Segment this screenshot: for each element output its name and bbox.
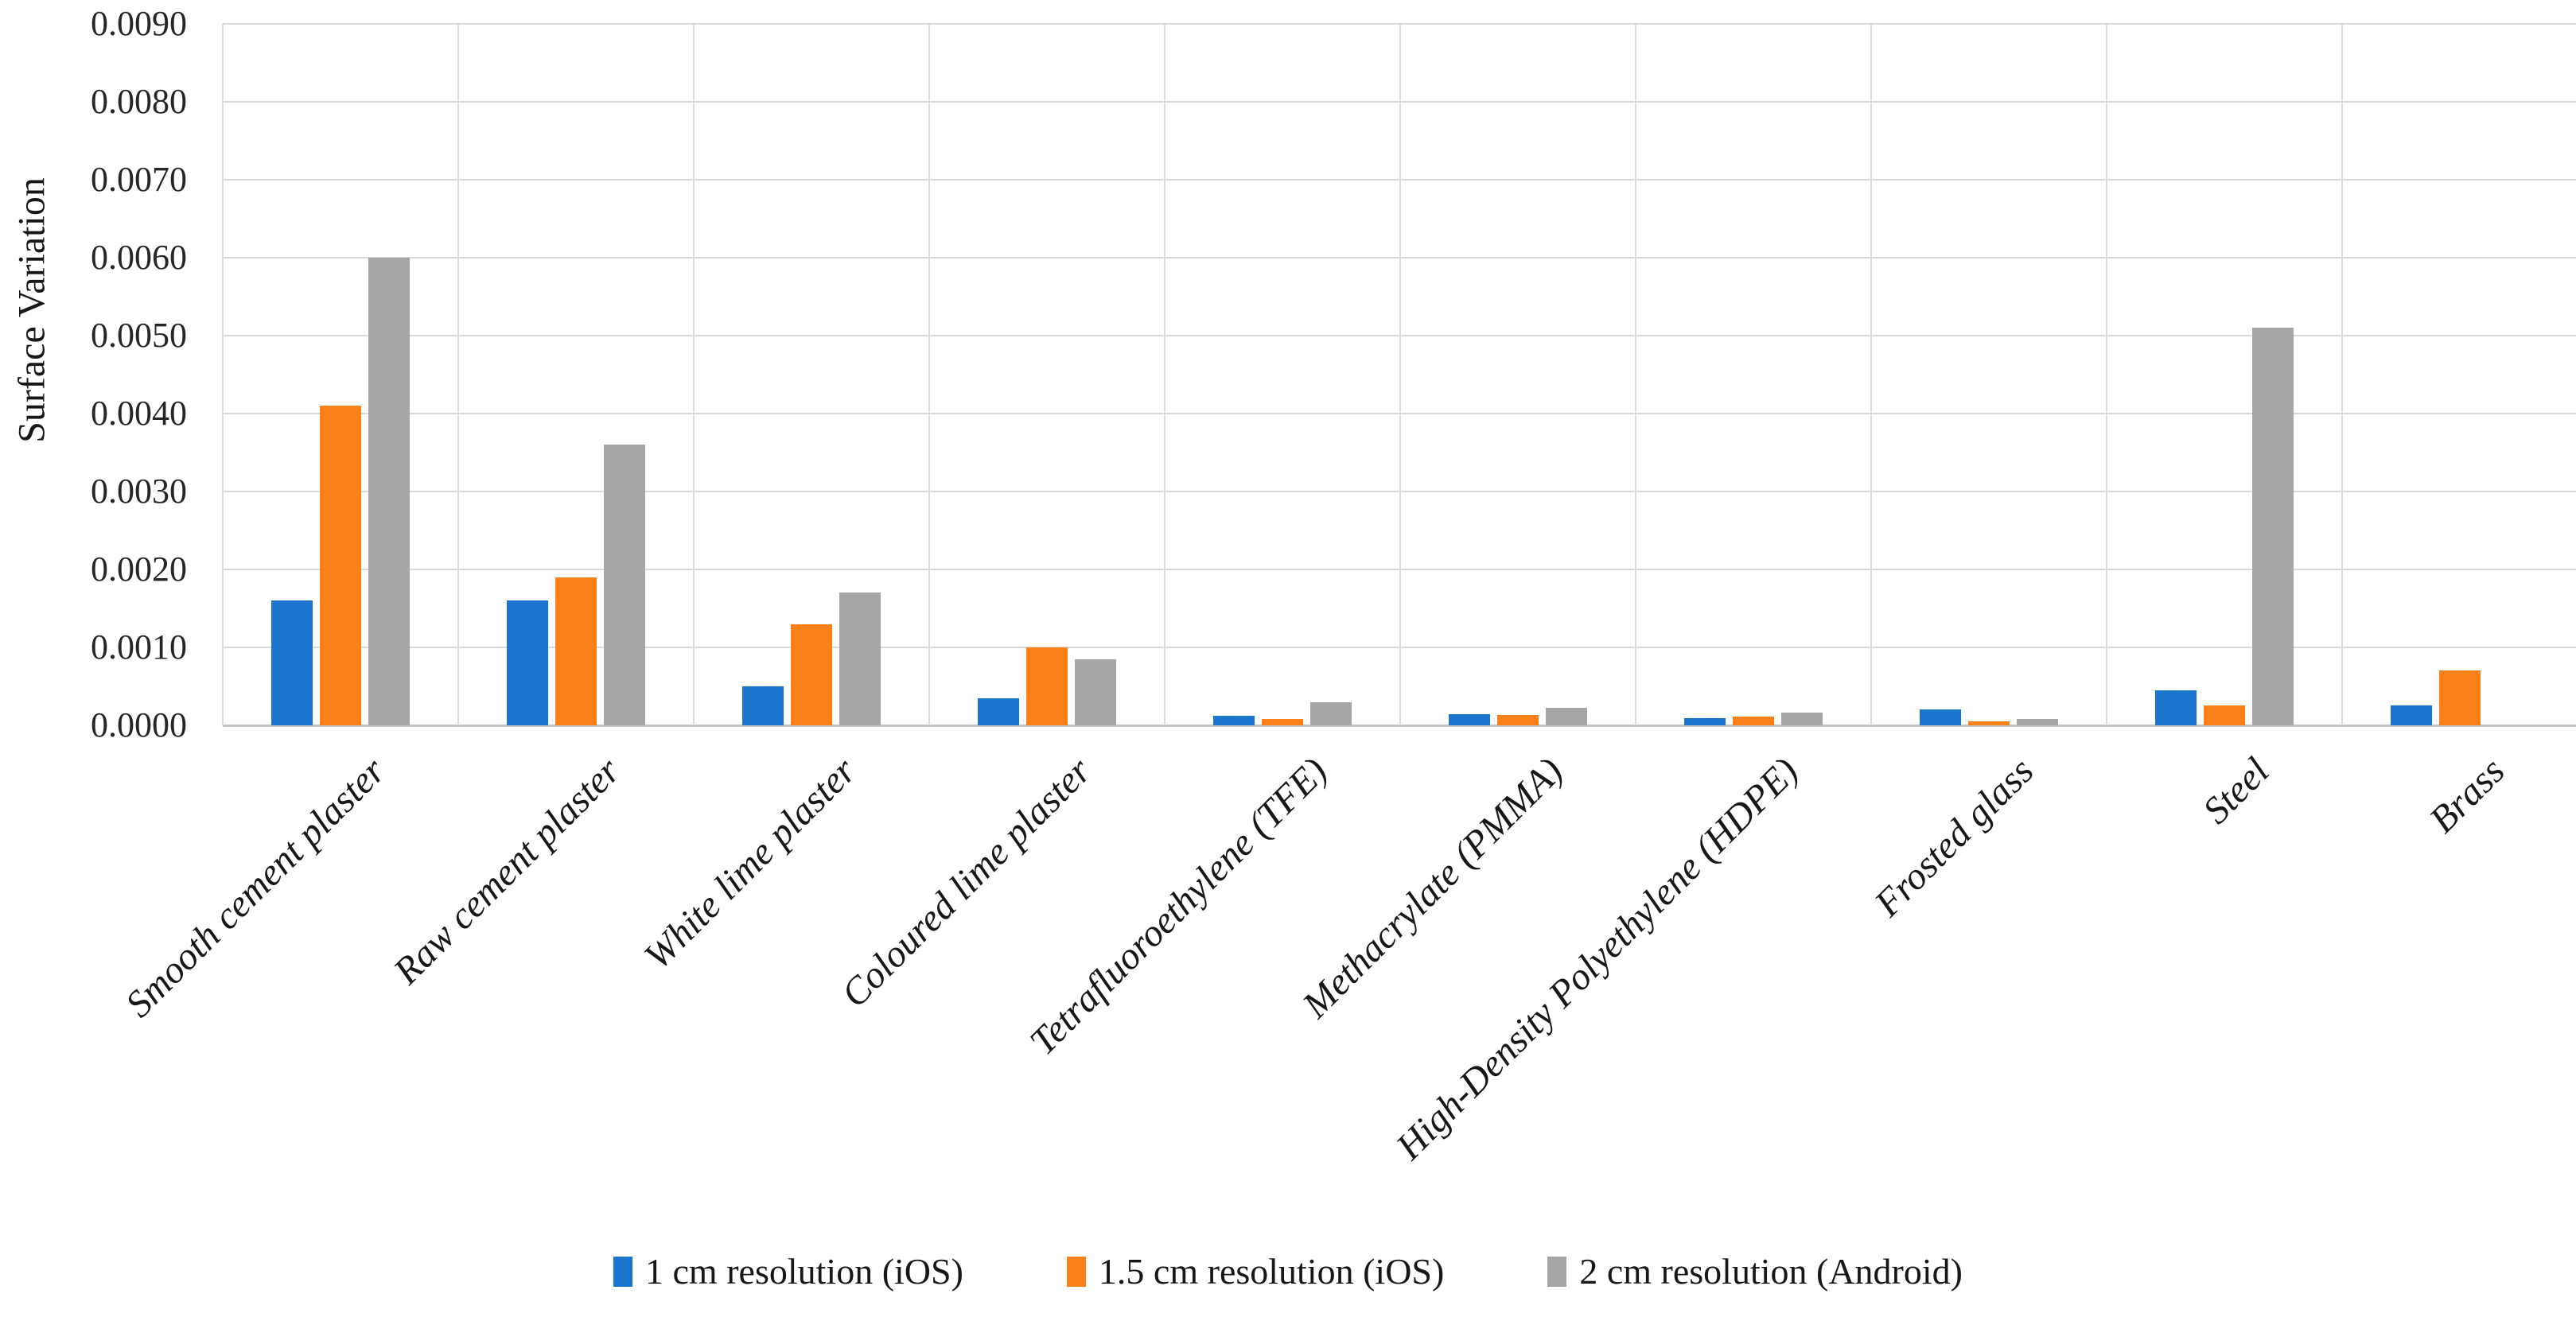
bar-1cm [742,686,784,725]
y-tick-label: 0.0080 [91,82,187,121]
bar-2cm [604,445,645,725]
y-tick-label: 0.0000 [91,705,187,744]
bar-1-5cm [555,577,597,725]
bar-1cm [1684,718,1726,725]
bar-1-5cm [1968,721,2010,725]
bar-1-5cm [1497,715,1539,725]
bar-2cm [1075,659,1116,725]
bar-2cm [1310,702,1352,725]
bar-1cm [2155,690,2197,725]
y-tick-label: 0.0050 [91,316,187,355]
bar-1cm [1449,714,1490,725]
legend-label: 2 cm resolution (Android) [1579,1251,1963,1292]
bar-1-5cm [2439,670,2481,725]
y-tick-label: 0.0070 [91,160,187,199]
legend-item: 2 cm resolution (Android) [1547,1250,1963,1292]
bar-1-5cm [320,406,361,725]
legend: 1 cm resolution (iOS) 1.5 cm resolution (… [0,1250,2576,1292]
bar-1cm [978,698,1019,725]
gridline-vertical [222,24,224,725]
gridline-vertical [457,24,459,725]
bar-1-5cm [2204,705,2245,725]
bar-1cm [507,600,548,725]
bar-2cm [368,258,410,725]
y-tick-label: 0.0030 [91,472,187,511]
gridline-vertical [693,24,695,725]
bar-1-5cm [791,624,832,725]
legend-label: 1 cm resolution (iOS) [645,1251,963,1292]
gridline-vertical [1164,24,1165,725]
x-axis-line [223,725,2576,727]
bar-1-5cm [1733,717,1774,725]
bar-2cm [2252,328,2294,725]
bar-1cm [2391,705,2432,725]
legend-item: 1 cm resolution (iOS) [613,1250,963,1292]
y-tick-label: 0.0020 [91,550,187,589]
gridline-vertical [2341,24,2343,725]
bar-1cm [271,600,313,725]
legend-swatch-icon [613,1256,633,1287]
gridline-vertical [2106,24,2107,725]
bar-1cm [1213,716,1255,725]
gridline-vertical [1399,24,1401,725]
bar-1cm [1920,709,1961,725]
y-tick-label: 0.0060 [91,238,187,277]
bar-2cm [2017,719,2058,725]
gridline-vertical [1870,24,1872,725]
legend-item: 1.5 cm resolution (iOS) [1066,1250,1445,1292]
y-tick-label: 0.0090 [91,4,187,43]
bar-2cm [839,593,881,725]
bar-1-5cm [1262,719,1303,725]
y-tick-label: 0.0010 [91,627,187,666]
y-tick-label: 0.0040 [91,394,187,433]
bar-2cm [1546,708,1587,725]
bar-2cm [1781,713,1823,725]
gridline-vertical [928,24,930,725]
legend-label: 1.5 cm resolution (iOS) [1098,1251,1445,1292]
gridline-vertical [1635,24,1636,725]
bar-1-5cm [1026,647,1068,725]
legend-swatch-icon [1066,1256,1086,1287]
legend-swatch-icon [1547,1256,1567,1287]
